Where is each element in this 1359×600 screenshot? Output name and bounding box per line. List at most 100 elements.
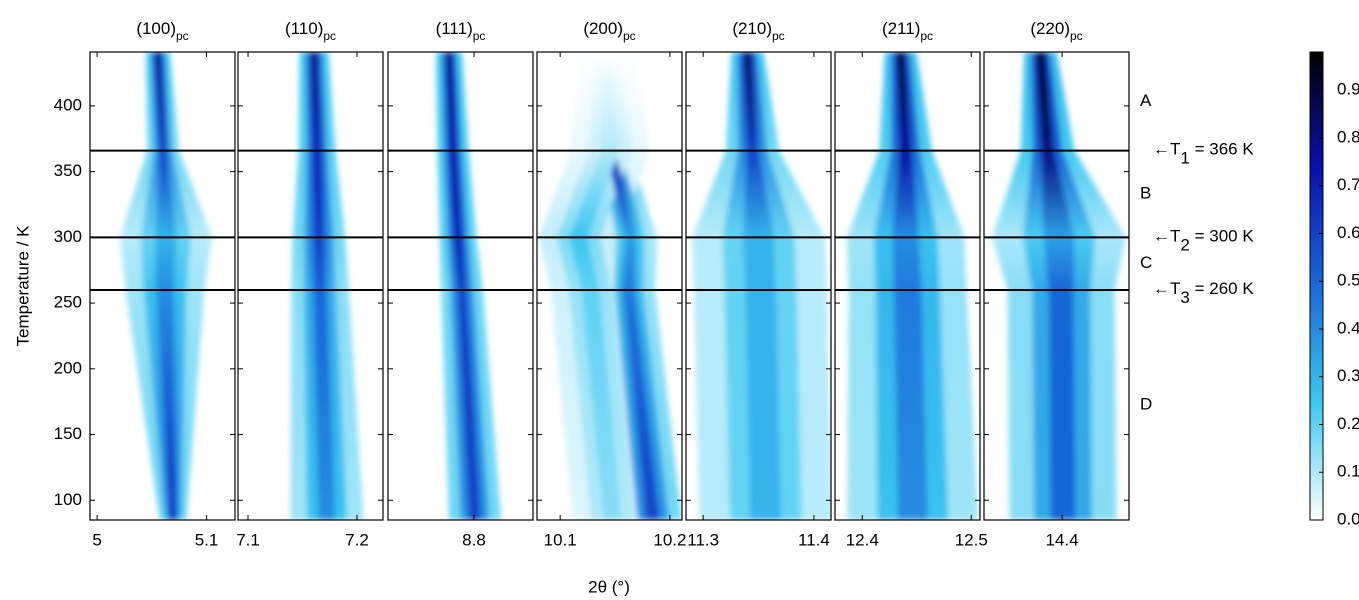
peak-segment: [155, 237, 177, 290]
y-tick-label: 150: [54, 424, 82, 443]
panel-title-main: (220): [1030, 19, 1070, 38]
peak-segment: [155, 150, 177, 238]
peak-segment: [622, 289, 660, 520]
annotation-rest: = 260 K: [1190, 279, 1254, 298]
colorbar-tick-label: 0.3: [1337, 366, 1359, 385]
peak-layer: [290, 52, 364, 520]
panel-title-sub: pc: [1070, 29, 1083, 43]
panel-title-sub: pc: [623, 29, 636, 43]
panel-title: (200)pc: [583, 19, 635, 43]
y-tick-label: 100: [54, 490, 82, 509]
panel-title-main: (210): [732, 19, 772, 38]
peak-segment: [892, 150, 920, 238]
panel-title-sub: pc: [920, 29, 933, 43]
x-tick-label: 14.4: [1046, 530, 1079, 549]
colorbar-tick-label: 0.4: [1337, 318, 1359, 337]
peak-segment: [892, 237, 922, 290]
x-tick-label: 11.4: [798, 530, 830, 549]
panel-frame: [685, 51, 832, 521]
y-axis-label: Temperature / K: [13, 225, 32, 347]
peak-segment: [745, 289, 781, 520]
peak-segment: [453, 237, 467, 290]
x-tick-label: 5.1: [195, 530, 219, 549]
peak-segment: [1041, 150, 1075, 238]
peak-segment: [312, 237, 327, 290]
panel: [692, 52, 831, 520]
x-tick-label: 10.1: [544, 530, 577, 549]
y-tick-label: 200: [54, 358, 82, 377]
panel-title-sub: pc: [772, 29, 785, 43]
peak-layer: [538, 52, 682, 520]
colorbar-tick-label: 0.8: [1337, 127, 1359, 146]
region-label: C: [1140, 253, 1152, 272]
x-tick-label: 12.4: [846, 530, 879, 549]
panel-frame: [983, 51, 1130, 521]
transition-annotation: ←T2 = 300 K: [1153, 227, 1254, 255]
panel-title: (210)pc: [732, 19, 784, 43]
region-label: B: [1140, 183, 1151, 202]
peak-segment: [622, 237, 637, 290]
colorbar-tick-label: 0.0: [1337, 509, 1359, 528]
peak-segment: [446, 52, 457, 151]
panel-title-main: (200): [583, 19, 623, 38]
x-tick-label: 11.3: [687, 530, 719, 549]
peak-segment: [457, 289, 481, 520]
peak-layer: [846, 52, 979, 520]
peak-layer: [120, 52, 213, 520]
panel-frame: [536, 51, 683, 521]
transition-annotation: ←T1 = 366 K: [1153, 140, 1254, 168]
annotation-rest: = 366 K: [1190, 140, 1254, 159]
annotation-text: ←T: [1153, 140, 1180, 159]
y-tick-label: 300: [54, 227, 82, 246]
peak-segment: [1048, 289, 1076, 520]
peak-layer: [436, 52, 501, 520]
y-tick-label: 250: [54, 293, 82, 312]
panel-title-sub: pc: [473, 29, 486, 43]
colorbar: [1309, 51, 1324, 521]
peak-segment: [313, 289, 336, 520]
region-label: A: [1140, 91, 1152, 110]
peak-layer: [692, 52, 831, 520]
peak-segment: [449, 150, 463, 238]
colorbar-tick-label: 0.6: [1337, 223, 1359, 242]
peak-segment: [569, 237, 600, 290]
panel-frame: [89, 51, 236, 521]
transition-annotation: ←T3 = 260 K: [1153, 279, 1254, 307]
panel-title-sub: pc: [323, 29, 336, 43]
colorbar-tick-label: 0.5: [1337, 271, 1359, 290]
panel: [846, 52, 979, 520]
peak-segment: [581, 289, 622, 520]
panel: [992, 52, 1126, 520]
peak-segment: [743, 52, 759, 151]
peak-segment: [1036, 52, 1054, 151]
y-tick-label: 350: [54, 161, 82, 180]
panel-title-sub: pc: [176, 29, 189, 43]
panel-title: (220)pc: [1030, 19, 1082, 43]
panel-title-main: (211): [882, 19, 920, 38]
peak-segment: [743, 150, 774, 238]
panel: [290, 52, 364, 520]
annotation-text: ←T: [1153, 279, 1180, 298]
x-tick-label: 10.2: [653, 530, 686, 549]
peak-segment: [743, 237, 776, 290]
colorbar-tick-label: 0.1: [1337, 462, 1359, 481]
panel-frame: [387, 51, 534, 521]
colorbar-tick-label: 0.2: [1337, 414, 1359, 433]
annotation-rest: = 300 K: [1190, 227, 1254, 246]
colorbar-tick-label: 0.7: [1337, 175, 1359, 194]
x-tick-label: 12.5: [955, 530, 988, 549]
x-tick-label: 8.8: [462, 530, 486, 549]
panel-title-main: (110): [285, 19, 323, 38]
annotation-sub: 3: [1180, 288, 1189, 307]
panel-frame: [237, 51, 384, 521]
x-tick-label: 7.1: [236, 530, 260, 549]
peak-segment: [894, 289, 928, 520]
annotation-sub: 1: [1180, 149, 1189, 168]
peak-segment: [600, 52, 620, 151]
peak-segment: [312, 150, 325, 238]
x-tick-label: 7.2: [345, 530, 369, 549]
peak-segment: [1043, 237, 1075, 290]
panel: [436, 52, 501, 520]
